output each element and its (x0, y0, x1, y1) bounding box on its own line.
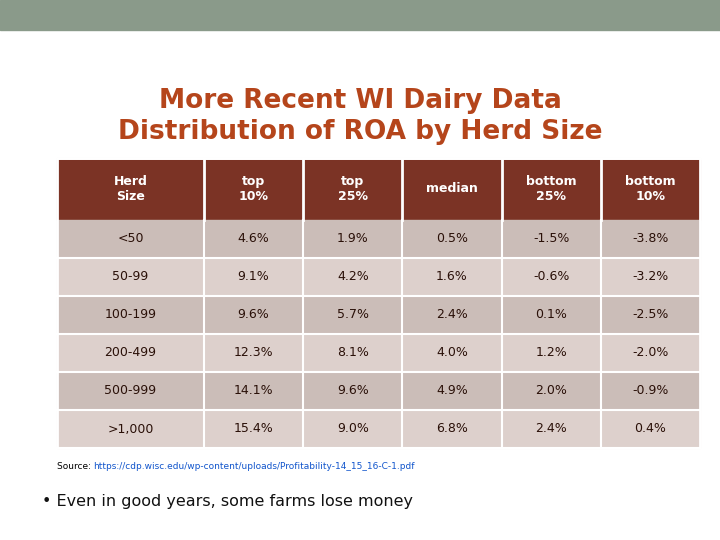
Bar (402, 334, 502, 372)
Text: 0.1%: 0.1% (535, 308, 567, 321)
Text: 0.5%: 0.5% (436, 233, 468, 246)
Text: -3.8%: -3.8% (632, 233, 669, 246)
Text: 1.9%: 1.9% (337, 233, 369, 246)
Text: Herd
Size: Herd Size (114, 175, 148, 203)
Bar (502, 372, 600, 410)
Text: >1,000: >1,000 (107, 422, 153, 435)
Bar (204, 158, 303, 220)
Bar (502, 258, 600, 296)
Bar (204, 334, 303, 372)
Bar (57, 334, 204, 372)
Text: 4.9%: 4.9% (436, 384, 468, 397)
Text: More Recent WI Dairy Data
Distribution of ROA by Herd Size: More Recent WI Dairy Data Distribution o… (118, 88, 602, 145)
Bar (57, 158, 700, 448)
Bar (600, 372, 700, 410)
Text: 100-199: 100-199 (104, 308, 156, 321)
Bar (600, 258, 700, 296)
Text: bottom
25%: bottom 25% (526, 175, 577, 203)
Text: 200-499: 200-499 (104, 347, 156, 360)
Text: top
25%: top 25% (338, 175, 368, 203)
Bar (204, 220, 303, 258)
Bar (0, 0, 720, 30)
Text: 9.6%: 9.6% (337, 384, 369, 397)
Bar (303, 410, 402, 448)
Bar (204, 372, 303, 410)
Text: 500-999: 500-999 (104, 384, 156, 397)
Text: top
10%: top 10% (238, 175, 269, 203)
Bar (402, 410, 502, 448)
Text: -1.5%: -1.5% (533, 233, 570, 246)
Text: 14.1%: 14.1% (234, 384, 274, 397)
Text: -2.0%: -2.0% (632, 347, 669, 360)
Bar (303, 296, 402, 334)
Text: 12.3%: 12.3% (234, 347, 274, 360)
Text: 5.7%: 5.7% (337, 308, 369, 321)
Text: 2.4%: 2.4% (436, 308, 468, 321)
Bar (303, 158, 402, 220)
Text: -0.6%: -0.6% (533, 271, 570, 284)
Bar (502, 410, 600, 448)
Bar (502, 158, 600, 220)
Bar (402, 372, 502, 410)
Text: 1.2%: 1.2% (535, 347, 567, 360)
Text: • Even in good years, some farms lose money: • Even in good years, some farms lose mo… (42, 494, 413, 509)
Bar (57, 296, 204, 334)
Bar (303, 372, 402, 410)
Bar (502, 220, 600, 258)
Bar (402, 296, 502, 334)
Bar (204, 410, 303, 448)
Bar (402, 158, 502, 220)
Text: 4.6%: 4.6% (238, 233, 269, 246)
Text: 9.6%: 9.6% (238, 308, 269, 321)
Text: 50-99: 50-99 (112, 271, 148, 284)
Bar (204, 258, 303, 296)
Bar (600, 296, 700, 334)
Bar (303, 334, 402, 372)
Bar (204, 296, 303, 334)
Bar (57, 158, 204, 220)
Text: Source:: Source: (57, 462, 94, 471)
Text: -2.5%: -2.5% (632, 308, 669, 321)
Text: 8.1%: 8.1% (337, 347, 369, 360)
Text: 9.1%: 9.1% (238, 271, 269, 284)
Bar (303, 258, 402, 296)
Text: 1.6%: 1.6% (436, 271, 468, 284)
Bar (600, 220, 700, 258)
Bar (57, 410, 204, 448)
Bar (502, 334, 600, 372)
Bar (402, 220, 502, 258)
Text: 2.4%: 2.4% (535, 422, 567, 435)
Text: <50: <50 (117, 233, 144, 246)
Bar (600, 334, 700, 372)
Bar (57, 372, 204, 410)
Text: -0.9%: -0.9% (632, 384, 669, 397)
Bar (303, 220, 402, 258)
Bar (402, 258, 502, 296)
Bar (57, 220, 204, 258)
Text: bottom
10%: bottom 10% (625, 175, 675, 203)
Text: 15.4%: 15.4% (234, 422, 274, 435)
Bar (502, 296, 600, 334)
Text: https://cdp.wisc.edu/wp-content/uploads/Profitability-14_15_16-C-1.pdf: https://cdp.wisc.edu/wp-content/uploads/… (93, 462, 415, 471)
Text: 4.0%: 4.0% (436, 347, 468, 360)
Bar (57, 258, 204, 296)
Text: 6.8%: 6.8% (436, 422, 468, 435)
Text: median: median (426, 183, 478, 195)
Text: 4.2%: 4.2% (337, 271, 369, 284)
Bar (600, 410, 700, 448)
Bar (600, 158, 700, 220)
Text: 2.0%: 2.0% (535, 384, 567, 397)
Text: -3.2%: -3.2% (632, 271, 669, 284)
Text: 0.4%: 0.4% (634, 422, 666, 435)
Text: 9.0%: 9.0% (337, 422, 369, 435)
